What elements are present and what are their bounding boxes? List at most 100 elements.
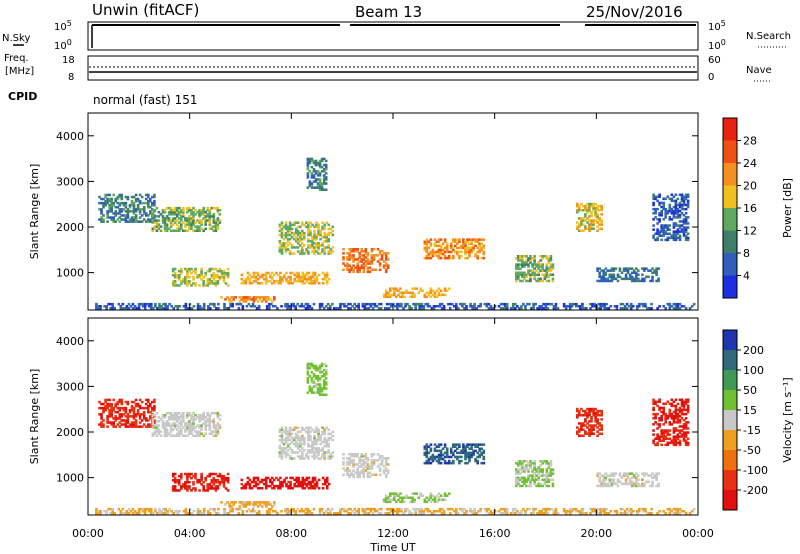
range-cell	[218, 269, 222, 273]
range-cell	[652, 218, 655, 221]
range-cell	[104, 204, 107, 207]
range-cell	[318, 305, 322, 308]
range-cell	[202, 211, 205, 214]
range-cell	[600, 411, 603, 415]
range-cell	[352, 463, 355, 466]
range-cell	[288, 227, 292, 231]
range-cell	[684, 236, 688, 240]
range-cell	[286, 240, 290, 243]
range-cell	[287, 484, 290, 488]
range-cell	[384, 262, 388, 265]
range-cell	[110, 208, 113, 211]
range-cell	[309, 480, 313, 484]
range-cell	[503, 302, 507, 306]
range-cell	[324, 188, 328, 191]
range-cell	[310, 186, 314, 189]
range-cell	[136, 402, 140, 406]
range-cell	[202, 507, 206, 511]
range-cell	[658, 214, 661, 217]
range-cell	[186, 267, 189, 271]
range-cell	[581, 302, 584, 306]
range-cell	[686, 201, 690, 205]
range-cell	[433, 500, 437, 504]
range-cell	[635, 482, 638, 486]
range-cell	[618, 472, 622, 475]
range-cell	[202, 510, 206, 513]
range-cell	[539, 277, 542, 281]
range-cell	[379, 302, 383, 306]
range-cell	[640, 302, 643, 306]
range-cell	[464, 240, 467, 243]
range-cell	[470, 451, 473, 455]
range-cell	[352, 250, 355, 253]
range-cell	[630, 476, 634, 479]
range-cell	[576, 430, 579, 433]
range-cell	[175, 428, 179, 431]
range-cell	[590, 211, 593, 214]
colorbar-segment	[723, 253, 737, 276]
range-cell	[405, 289, 408, 292]
range-cell	[354, 250, 357, 253]
range-cell	[309, 246, 312, 249]
range-cell	[310, 387, 314, 390]
range-cell	[108, 208, 111, 211]
range-cell	[316, 391, 320, 394]
range-cell	[134, 425, 138, 428]
range-cell	[161, 217, 165, 220]
range-cell	[200, 269, 203, 273]
range-cell	[296, 240, 300, 243]
range-cell	[535, 468, 538, 471]
range-cell	[363, 507, 367, 511]
range-cell	[662, 437, 665, 440]
range-cell	[398, 305, 401, 308]
range-cell	[612, 275, 616, 279]
range-cell	[175, 276, 179, 279]
range-cell	[210, 206, 214, 210]
range-cell	[373, 507, 377, 511]
range-cell	[284, 225, 288, 229]
range-cell	[206, 418, 209, 421]
range-cell	[578, 409, 581, 413]
range-cell	[518, 512, 521, 515]
range-cell	[217, 507, 220, 511]
range-cell	[292, 305, 295, 308]
range-cell	[167, 422, 171, 425]
range-cell	[353, 307, 356, 310]
range-cell	[294, 510, 297, 513]
range-cell	[206, 474, 209, 478]
range-cell	[196, 276, 199, 279]
range-cell	[313, 478, 317, 482]
range-cell	[180, 280, 183, 283]
range-cell	[604, 279, 608, 283]
range-cell	[584, 204, 587, 208]
range-cell	[347, 512, 350, 515]
range-cell	[184, 481, 187, 484]
range-cell	[522, 302, 525, 306]
range-cell	[482, 443, 486, 446]
range-cell	[223, 512, 226, 515]
range-cell	[384, 293, 388, 297]
range-cell	[676, 230, 680, 233]
range-cell	[383, 512, 387, 515]
colorbar-tick-label: 28	[743, 135, 757, 148]
range-cell	[299, 235, 302, 239]
range-cell	[309, 434, 312, 438]
range-cell	[429, 494, 433, 497]
range-cell	[588, 202, 591, 206]
range-cell	[423, 445, 427, 448]
range-cell	[656, 230, 659, 233]
range-cell	[545, 269, 549, 272]
range-cell	[110, 206, 113, 209]
range-cell	[412, 507, 415, 511]
range-cell	[615, 307, 619, 310]
range-cell	[625, 307, 629, 310]
range-cell	[589, 307, 592, 310]
range-cell	[437, 492, 441, 495]
range-cell	[292, 457, 296, 460]
range-cell	[313, 482, 317, 486]
range-cell	[521, 464, 524, 467]
range-cell	[608, 478, 612, 481]
range-cell	[296, 233, 300, 237]
range-cell	[331, 302, 334, 306]
range-cell	[316, 375, 320, 378]
